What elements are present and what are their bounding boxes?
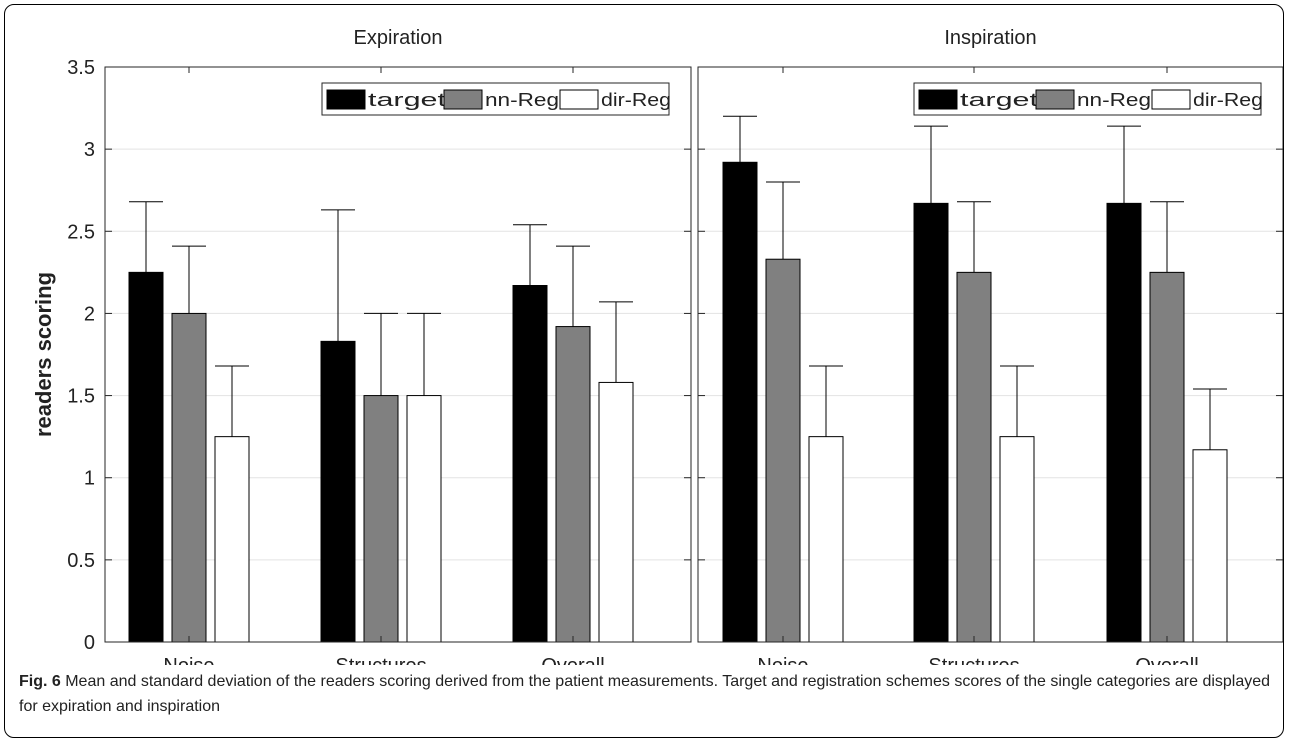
bar: [808, 436, 844, 643]
legend-label: target: [368, 90, 446, 110]
caption-text: Mean and standard deviation of the reade…: [19, 673, 1271, 715]
bar: [1106, 202, 1142, 643]
axes-box: [697, 66, 1283, 643]
bar: [913, 202, 949, 643]
legend-swatch: [326, 89, 366, 110]
bar: [406, 395, 442, 643]
figure-frame: 0 0.5 1 1.5 2 2.5 3 3.5 Noise Structures Overall Ex…: [4, 4, 1284, 738]
x-tick-label: Structures: [335, 655, 426, 665]
x-tick-label: Noise: [163, 655, 214, 665]
legend-swatch: [559, 89, 599, 110]
y-tick-label: 0: [84, 632, 95, 654]
y-tick-label: 1.5: [67, 386, 95, 408]
legend-label: nn-Reg: [1077, 90, 1151, 110]
bar: [555, 326, 591, 643]
figure-caption: Fig. 6 Mean and standard deviation of th…: [19, 669, 1274, 719]
legend-swatch: [1035, 89, 1075, 110]
chart-title: Expiration: [354, 27, 443, 49]
y-tick-label: 1: [84, 468, 95, 490]
x-tick-label: Overall: [541, 655, 604, 665]
bar: [999, 436, 1035, 643]
bar: [363, 395, 399, 643]
bar: [765, 258, 801, 643]
x-tick-label: Structures: [928, 655, 1019, 665]
legend-swatch: [918, 89, 958, 110]
legend-swatch: [443, 89, 483, 110]
chart-panel-1: 0 0.5 1 1.5 2 2.5 3 3.5 Noise Structures Overall Ex…: [31, 27, 692, 665]
caption-label: Fig. 6: [19, 673, 61, 690]
bar: [512, 285, 548, 643]
y-tick-label: 3.5: [67, 57, 95, 79]
bar: [598, 381, 634, 643]
bar: [1192, 449, 1228, 643]
y-axis-label: readers scoring: [31, 272, 56, 437]
legend-label: dir-Reg: [1193, 90, 1263, 110]
legend-box: [913, 82, 1262, 116]
chart-panel-2: Noise Structures Overall Inspiration target n…: [697, 27, 1283, 665]
legend-label: nn-Reg: [485, 90, 559, 110]
y-tick-label: 2: [84, 303, 95, 325]
y-tick-label: 3: [84, 139, 95, 161]
bar: [956, 271, 992, 643]
legend-label: target: [960, 90, 1038, 110]
legend-label: dir-Reg: [601, 90, 671, 110]
y-tick-label: 2.5: [67, 221, 95, 243]
axes-box: [104, 66, 692, 643]
bar: [214, 436, 250, 643]
x-tick-label: Overall: [1135, 655, 1198, 665]
bar: [128, 271, 164, 643]
bar: [1149, 271, 1185, 643]
y-tick-label: 0.5: [67, 550, 95, 572]
bar: [722, 161, 758, 643]
x-tick-label: Noise: [757, 655, 808, 665]
legend-box: [321, 82, 670, 116]
legend-swatch: [1151, 89, 1191, 110]
bar: [320, 340, 356, 643]
bar: [171, 312, 207, 643]
chart: 0 0.5 1 1.5 2 2.5 3 3.5 Noise Structures Overall Ex…: [31, 27, 1283, 665]
chart-title: Inspiration: [944, 27, 1036, 49]
